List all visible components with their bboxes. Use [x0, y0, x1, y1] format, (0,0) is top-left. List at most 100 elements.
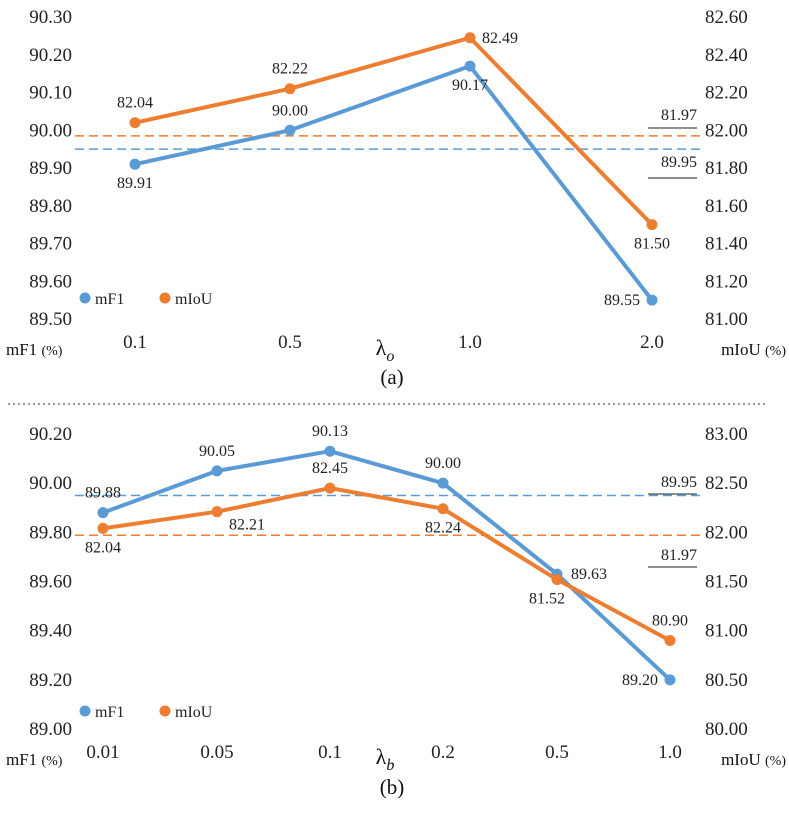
- y-left-tick-label: 89.00: [29, 719, 72, 740]
- y-left-tick-label: 89.80: [29, 522, 72, 543]
- reference-value-label: 81.97: [661, 547, 697, 564]
- x-tick-label: 0.01: [86, 742, 119, 763]
- y-left-tick-label: 89.40: [29, 621, 72, 642]
- reference-value-label: 89.95: [661, 474, 697, 491]
- x-tick-label: 0.05: [200, 742, 233, 763]
- data-point-mf1: [129, 158, 141, 170]
- data-label-miou: 82.49: [482, 30, 518, 47]
- data-point-miou: [211, 506, 223, 518]
- y-right-tick-label: 81.80: [705, 158, 748, 179]
- chart-a: 89.50 89.60 89.70 89.80 89.90 90.00 90.10 90.20…: [6, 7, 786, 389]
- y-left-tick-label: 90.20: [29, 45, 72, 66]
- chart-b: 89.00 89.20 89.40 89.60 89.80 90.00 90.20 80.00…: [6, 423, 786, 799]
- x-axis-label: λo: [376, 335, 395, 365]
- data-label-mf1: 90.00: [272, 102, 308, 119]
- data-label-mf1: 89.91: [117, 175, 153, 192]
- y-right-tick-label: 81.40: [705, 234, 748, 255]
- data-point-miou: [129, 117, 141, 129]
- chart-caption: (b): [380, 775, 405, 799]
- data-label-miou: 81.50: [634, 236, 670, 253]
- reference-value-label: 81.97: [661, 107, 697, 124]
- legend-marker-mf1: [79, 705, 91, 717]
- y-left-tick-label: 89.70: [29, 234, 72, 255]
- y-right-tick-label: 81.50: [705, 572, 748, 593]
- x-axis-label: λb: [376, 744, 395, 774]
- data-label-miou: 82.24: [425, 520, 461, 537]
- y-left-tick-label: 89.60: [29, 572, 72, 593]
- data-label-mf1: 90.00: [425, 455, 461, 472]
- legend-label-mf1: mF1: [95, 704, 124, 721]
- data-point-miou: [551, 574, 563, 586]
- y-left-axis-label: mF1 (%): [6, 750, 63, 769]
- data-label-mf1: 89.88: [85, 485, 121, 502]
- y-right-tick-label: 80.00: [705, 719, 748, 740]
- legend-marker-miou: [159, 705, 171, 717]
- data-label-miou: 82.04: [117, 95, 153, 112]
- y-left-tick-label: 89.60: [29, 271, 72, 292]
- y-left-tick-label: 89.20: [29, 670, 72, 691]
- y-right-tick-label: 81.20: [705, 271, 748, 292]
- y-right-tick-label: 82.00: [705, 522, 748, 543]
- data-label-mf1: 89.20: [622, 672, 658, 689]
- series-line-mf1: [134, 64, 654, 302]
- data-point-mf1: [284, 124, 296, 136]
- data-label-mf1: 90.17: [452, 77, 488, 94]
- y-right-tick-label: 83.00: [705, 424, 748, 445]
- y-right-tick-label: 82.60: [705, 7, 748, 28]
- legend-label-miou: mIoU: [175, 291, 213, 308]
- y-right-tick-label: 82.20: [705, 83, 748, 104]
- data-label-mf1: 89.55: [604, 292, 640, 309]
- data-label-miou: 82.45: [312, 460, 348, 477]
- data-point-mf1: [324, 445, 336, 457]
- data-point-mf1: [646, 294, 658, 306]
- y-left-tick-label: 90.30: [29, 7, 72, 28]
- data-label-miou: 82.22: [272, 61, 308, 78]
- y-left-tick-label: 90.00: [29, 120, 72, 141]
- y-right-tick-label: 82.50: [705, 473, 748, 494]
- reference-value-label: 89.95: [661, 154, 697, 171]
- x-tick-label: 0.1: [318, 742, 342, 763]
- data-label-miou: 80.90: [652, 613, 688, 630]
- x-tick-label: 1.0: [458, 332, 482, 353]
- chart-caption: (a): [380, 365, 403, 389]
- y-left-tick-label: 89.80: [29, 196, 72, 217]
- data-point-miou: [284, 83, 296, 95]
- data-point-miou: [464, 32, 476, 44]
- y-left-tick-label: 89.50: [29, 309, 72, 330]
- x-tick-label: 0.2: [431, 742, 455, 763]
- legend-marker-mf1: [79, 292, 91, 304]
- x-tick-label: 0.5: [278, 332, 302, 353]
- y-left-tick-label: 90.00: [29, 473, 72, 494]
- legend-marker-miou: [159, 292, 171, 304]
- y-left-tick-label: 89.90: [29, 158, 72, 179]
- data-point-mf1: [464, 60, 476, 72]
- x-tick-label: 0.1: [123, 332, 147, 353]
- y-right-axis-label: mIoU (%): [721, 750, 786, 769]
- data-label-miou: 82.21: [229, 517, 265, 534]
- y-right-tick-label: 81.00: [705, 621, 748, 642]
- data-label-mf1: 90.13: [312, 423, 348, 440]
- data-point-miou: [97, 522, 109, 534]
- legend-label-miou: mIoU: [175, 704, 213, 721]
- data-label-miou: 81.52: [529, 591, 565, 608]
- y-left-axis-label: mF1 (%): [6, 340, 63, 359]
- data-point-mf1: [437, 477, 449, 489]
- y-right-axis-label: mIoU (%): [721, 340, 786, 359]
- y-left-tick-label: 90.10: [29, 83, 72, 104]
- y-left-tick-label: 90.20: [29, 424, 72, 445]
- x-tick-label: 1.0: [658, 742, 682, 763]
- series-line-miou: [102, 486, 671, 643]
- data-point-miou: [646, 219, 658, 231]
- y-right-tick-label: 80.50: [705, 670, 748, 691]
- data-point-mf1: [211, 465, 223, 477]
- y-right-tick-label: 81.00: [705, 309, 748, 330]
- data-label-mf1: 89.63: [571, 566, 607, 583]
- x-tick-label: 0.5: [545, 742, 569, 763]
- data-point-miou: [324, 482, 336, 494]
- y-right-tick-label: 82.40: [705, 45, 748, 66]
- x-tick-label: 2.0: [640, 332, 664, 353]
- y-right-tick-label: 82.00: [705, 120, 748, 141]
- data-point-mf1: [97, 507, 109, 519]
- data-point-miou: [437, 503, 449, 515]
